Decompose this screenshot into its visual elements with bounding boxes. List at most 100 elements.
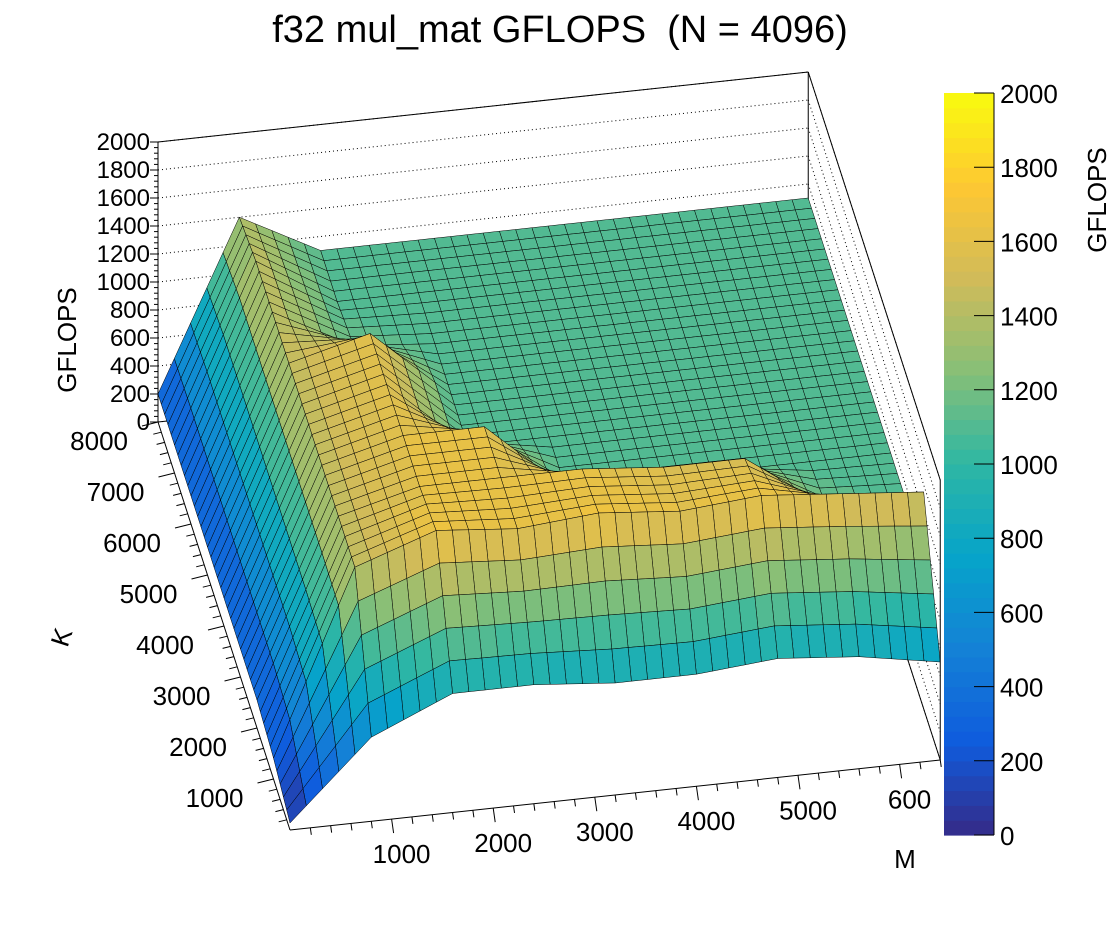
y-tick — [172, 492, 182, 496]
x-tick-label: 600 — [888, 784, 931, 814]
z-tick-label: 1600 — [97, 185, 150, 212]
y-tick — [156, 441, 165, 445]
z-tick-label: 600 — [110, 325, 150, 352]
colorbar-band — [944, 464, 994, 480]
x-tick — [431, 814, 434, 822]
x-tick-label: 1000 — [373, 839, 431, 869]
y-tick — [252, 737, 261, 741]
colorbar-band — [944, 538, 994, 554]
colorbar-band — [944, 627, 994, 643]
colorbar-band — [944, 196, 994, 213]
y-tick — [207, 625, 225, 631]
y-tick — [229, 666, 238, 670]
x-tick — [553, 801, 556, 809]
colorbar-band — [944, 567, 994, 584]
y-tick — [225, 656, 235, 660]
colorbar-band — [944, 582, 994, 599]
y-tick — [219, 635, 228, 639]
y-tick — [255, 747, 264, 751]
colorbar-band — [944, 597, 994, 613]
y-tick — [189, 543, 198, 547]
colorbar-band — [944, 107, 994, 124]
colorbar-band — [944, 182, 994, 198]
x-tick — [695, 786, 699, 801]
x-tick — [939, 759, 942, 768]
colorbar-band — [944, 656, 994, 673]
box-edge — [807, 71, 941, 481]
colorbar-band — [944, 167, 994, 183]
y-tick-label: 3000 — [153, 681, 211, 711]
y-tick — [205, 594, 215, 598]
z-tick-label: 1000 — [97, 269, 150, 296]
colorbar-band — [944, 285, 994, 302]
y-tick — [268, 788, 277, 792]
y-tick — [158, 472, 175, 478]
colorbar-band — [944, 820, 994, 836]
colorbar-band — [944, 478, 994, 495]
y-tick-label: 8000 — [70, 426, 128, 456]
colorbar-band — [944, 745, 994, 762]
y-tick — [192, 554, 202, 558]
colorbar-tick-label: 200 — [1000, 747, 1043, 777]
colorbar-band — [944, 805, 994, 821]
z-axis-title: GFLOPS — [52, 287, 82, 392]
colorbar-band — [944, 93, 994, 109]
x-tick — [614, 794, 617, 803]
colorbar-band — [944, 671, 994, 688]
z-tick-label: 1200 — [97, 241, 150, 268]
y-tick — [212, 615, 221, 619]
y-tick — [245, 717, 254, 721]
x-tick — [513, 805, 516, 814]
colorbar-band — [944, 226, 994, 242]
x-tick — [330, 825, 333, 833]
y-tick — [235, 686, 244, 690]
colorbar-band — [944, 493, 994, 510]
colorbar-band — [944, 553, 994, 569]
x-tick — [838, 770, 841, 778]
surface-plot — [157, 197, 941, 824]
y-tick-label: 1000 — [186, 783, 244, 813]
x-tick — [655, 790, 658, 798]
z-tick-label: 2000 — [97, 129, 150, 156]
colorbar-band — [944, 345, 994, 361]
x-tick — [797, 775, 801, 790]
gridline-back — [157, 127, 809, 199]
z-tick-label: 400 — [110, 353, 150, 380]
x-tick — [452, 812, 455, 820]
y-tick-label: 7000 — [87, 477, 145, 507]
y-tick — [176, 503, 185, 507]
y-tick — [186, 533, 195, 537]
colorbar-band — [944, 775, 994, 792]
colorbar-tick-label: 1200 — [1000, 376, 1058, 406]
z-tick-label: 1400 — [97, 213, 150, 240]
y-tick-label: 6000 — [103, 528, 161, 558]
colorbar-band — [944, 686, 994, 703]
x-tick — [878, 766, 881, 774]
colorbar-band — [944, 419, 994, 435]
x-tick — [858, 768, 861, 776]
x-tick — [777, 777, 780, 785]
colorbar-tick-label: 2000 — [1000, 79, 1058, 109]
z-tick-label: 200 — [110, 381, 150, 408]
x-tick — [573, 799, 576, 807]
x-tick — [492, 808, 496, 823]
colorbar-band — [944, 241, 994, 257]
y-tick — [196, 564, 205, 568]
gridline-back — [157, 99, 809, 171]
colorbar-band — [944, 760, 994, 777]
colorbar-band — [944, 330, 994, 346]
x-tick-label: 2000 — [474, 828, 532, 858]
y-tick — [257, 778, 274, 784]
z-tick-label: 0 — [137, 409, 150, 436]
colorbar-band — [944, 360, 994, 376]
colorbar-band — [944, 434, 994, 450]
x-tick — [899, 764, 903, 779]
y-tick-label: 5000 — [120, 579, 178, 609]
colorbar-band — [944, 300, 994, 317]
y-tick — [209, 605, 218, 609]
y-tick — [258, 758, 268, 762]
colorbar-band — [944, 374, 994, 391]
x-tick — [391, 818, 395, 834]
colorbar-tick-label: 1800 — [1000, 153, 1058, 183]
